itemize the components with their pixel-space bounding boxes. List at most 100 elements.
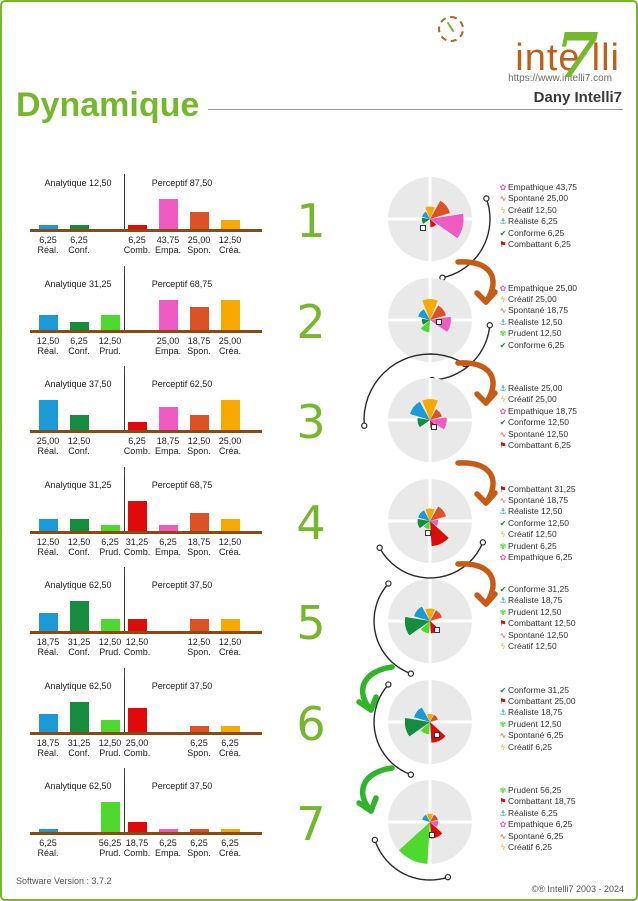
divider-tick (124, 466, 125, 476)
divider-tick (124, 366, 125, 375)
bar-label-prudent: 12,50 Prud. (94, 738, 126, 758)
legend-type-label: Prudent (508, 785, 538, 795)
legend-item-prudent: ✾ Prudent 56,25 (498, 785, 636, 796)
legend-text: Combattant 18,75 (508, 796, 576, 807)
radial-chart (371, 780, 472, 881)
pie-slice-empathique (430, 519, 439, 526)
legend-type-value: 31,25 (547, 684, 569, 695)
bar-conforme (70, 415, 89, 430)
clock-icon (438, 16, 464, 42)
bar-abbr: Prud. (99, 848, 121, 858)
bar-value: 12,50 (67, 436, 91, 446)
creatif-icon: ϟ (500, 294, 506, 304)
legend-item-realiste: ⚓ Réaliste 12,50 (498, 506, 636, 517)
legend-item-creatif: ϟ Créatif 25,00 (498, 294, 636, 305)
bar-abbr: Spon. (187, 345, 211, 356)
bar-value: 12,50 (67, 536, 91, 547)
legend-text: Réaliste 6,25 (508, 808, 558, 819)
bar-label-spontane: 12,50 Spon. (183, 637, 215, 657)
legend-type-value: 18,75 (546, 305, 569, 316)
position-marker (431, 424, 437, 430)
legend-type-label: Prudent (508, 606, 538, 617)
legend-text: Spontané 18,75 (508, 305, 568, 316)
intelli7-logo: inte7lli (410, 8, 620, 87)
bar-label-prudent: 12,50 Prud. (94, 637, 126, 657)
rotation-arc (373, 683, 412, 775)
bar-conforme (70, 518, 89, 531)
legend-type-label: Combattant (508, 483, 552, 494)
bar-value: 6,25 (221, 838, 239, 848)
dynamics-row-7: Analytique 62,50 Perceptif 37,50 6,25 Réal.… (2, 768, 636, 881)
bar-chart: Analytique 31,25 Perceptif 68,75 12,50 Réal… (30, 466, 262, 574)
bar-label-conforme: 12,50 Conf. (63, 436, 95, 456)
rows-container: Analytique 12,50 Perceptif 87,50 6,25 Réal.… (2, 172, 636, 881)
perceptif-label: Perceptif 87,50 (151, 178, 213, 188)
bar-abbr: Spon. (187, 848, 211, 858)
legend-type-value: 12,50 (535, 204, 557, 215)
pie-slice-realiste (422, 211, 430, 219)
legend-text: Spontané 12,50 (508, 429, 568, 440)
bar-creatif (221, 220, 240, 229)
pie-slice-realiste (418, 509, 430, 521)
axis-baseline (30, 832, 262, 835)
pie-slice-conforme (404, 717, 430, 736)
bar-label-empathique: 6,25 Empa. (152, 838, 184, 858)
legend-type-value: 6,25 (547, 339, 565, 350)
bar-label-empathique: 43,75 Empa. (152, 235, 184, 255)
legend-type-label: Réaliste (508, 807, 539, 818)
rotation-arc (363, 353, 466, 426)
bar-value: 12,50 (36, 536, 60, 547)
conforme-icon: ✔ (499, 418, 507, 428)
legend-item-empathique: ✿ Empathique 25,00 (498, 283, 636, 294)
position-marker (434, 627, 440, 633)
axis-divider (124, 274, 125, 330)
legend-text: Prudent 12,50 (508, 719, 561, 730)
spontane-icon: ∿ (499, 495, 507, 505)
legend-text: Créatif 12,50 (508, 529, 557, 540)
bar-label-empathique: 25,00 Empa. (152, 336, 184, 356)
legend-text: Combattant 25,00 (508, 696, 576, 707)
arrow-shaft (359, 764, 395, 814)
arrow-head (474, 590, 498, 607)
bar-value: 6,25 (159, 536, 177, 547)
legend-type-value: 25,00 (555, 282, 578, 293)
rotation-arc (379, 541, 484, 579)
bar-label-spontane: 18,75 Spon. (183, 537, 215, 557)
transition-arrow-green (356, 664, 395, 713)
pie-slice-conforme (421, 217, 430, 224)
legend-item-realiste: ⚓ Réaliste 6,25 (498, 808, 636, 819)
creatif-icon: ϟ (500, 742, 506, 752)
legend-item-combattant: ⚑ Combattant 18,75 (498, 796, 636, 807)
pie-slice-spontane (430, 506, 446, 521)
bar-label-combattant: 6,25 Comb. (121, 436, 153, 456)
bar-abbr: Créa. (218, 647, 241, 657)
arc-handle (407, 770, 415, 778)
pie-slice-creatif (422, 399, 438, 420)
bar-value: 12,50 (98, 637, 122, 647)
conforme-icon: ✔ (499, 685, 507, 695)
bar-abbr: Prud. (99, 747, 121, 758)
website-url: https://www.intelli7.com (508, 73, 612, 84)
bar-abbr: Empa. (154, 546, 181, 557)
bar-realiste (39, 829, 58, 832)
bar-value: 25,00 (36, 436, 60, 446)
bar-abbr: Conf. (68, 345, 90, 356)
legend-type-value: 25,00 (535, 394, 557, 405)
legend-type-value: 12,50 (541, 316, 563, 327)
pie-slice-prudent (398, 822, 430, 864)
bar-chart: Analytique 12,50 Perceptif 87,50 6,25 Réal.… (30, 172, 262, 272)
bar-abbr: Réal. (37, 546, 59, 557)
step-number: 5 (296, 596, 326, 650)
bar-value: 6,25 (159, 838, 177, 848)
legend-type-value: 6,25 (535, 741, 552, 752)
legend-type-value: 12,50 (540, 606, 562, 617)
creatif-icon: ϟ (500, 205, 506, 215)
conforme-icon: ✔ (499, 228, 507, 238)
legend-type-value: 56,25 (540, 785, 562, 795)
bar-label-prudent: 12,50 Prud. (94, 336, 126, 356)
legend-type-label: Spontané (508, 730, 545, 741)
bar-value: 6,25 (39, 838, 57, 848)
bar-abbr: Comb. (123, 245, 151, 255)
bar-spontane (190, 725, 209, 732)
bar-label-conforme: 6,25 Conf. (63, 235, 95, 255)
